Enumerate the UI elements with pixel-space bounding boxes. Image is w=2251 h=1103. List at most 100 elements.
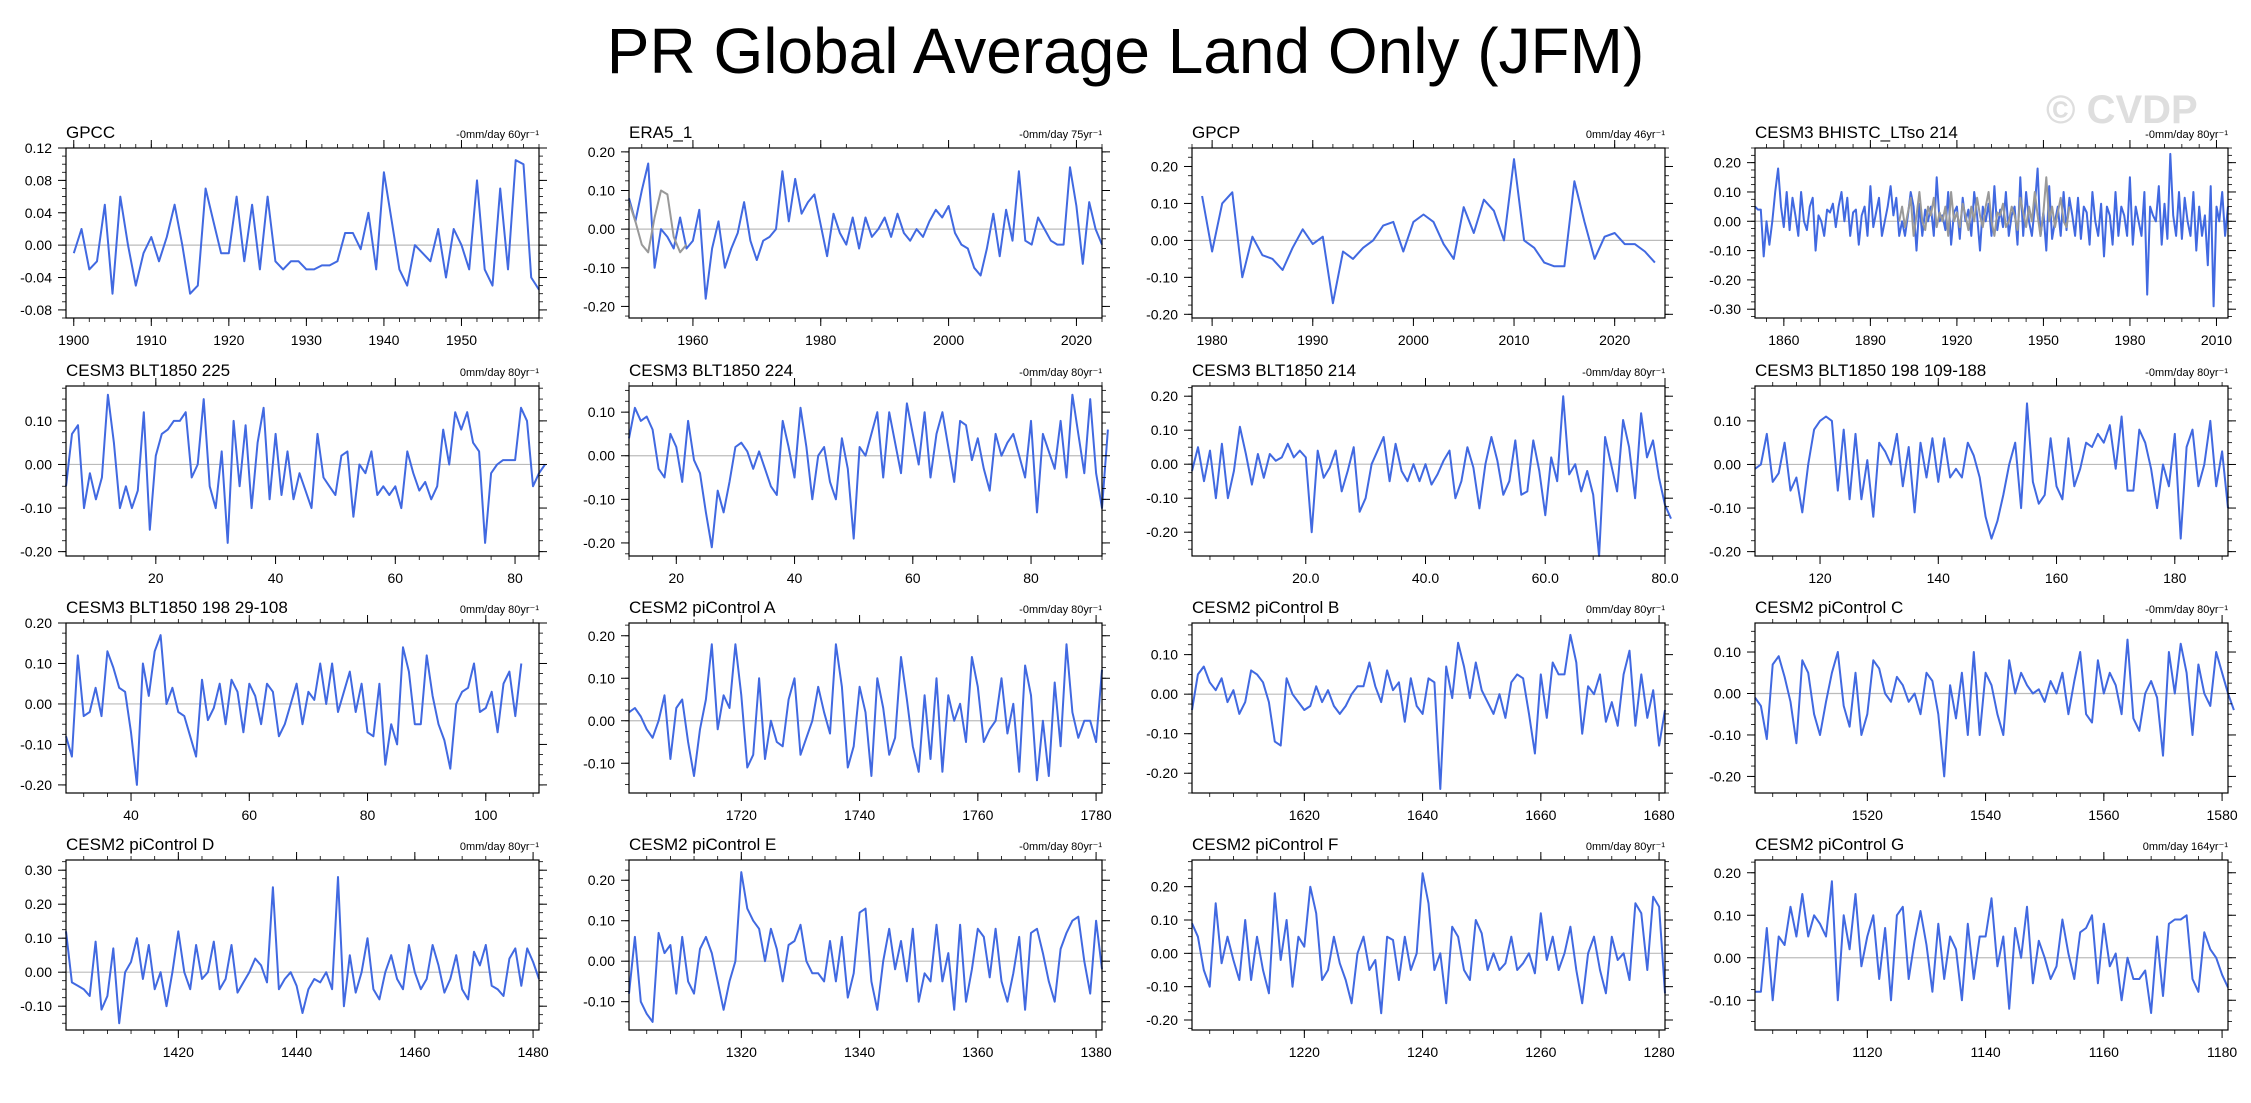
chart-panel-5: CESM3 BLT1850 225 0mm/day 80yr⁻¹ -0.20 -0.1… — [20, 361, 547, 586]
cvdp-watermark: © CVDP — [2046, 88, 2198, 132]
y-tick-label: 0.12 — [25, 140, 52, 156]
panel-title: GPCC — [66, 123, 115, 142]
y-tick-label: -0.04 — [20, 270, 52, 286]
y-tick-label: -0.10 — [1709, 727, 1741, 743]
x-tick-label: 80 — [360, 807, 376, 823]
y-tick-label: -0.20 — [20, 777, 52, 793]
plot-frame — [1754, 859, 2229, 1031]
x-tick-label: 1380 — [1081, 1044, 1112, 1060]
x-tick-label: 1940 — [368, 332, 399, 348]
panel-title: CESM3 BLT1850 198 29-108 — [66, 598, 288, 617]
x-tick-label: 2020 — [1599, 332, 1630, 348]
series-line — [1754, 402, 2229, 540]
y-tick-label: -0.10 — [20, 998, 52, 1014]
y-tick-label: 0.20 — [1714, 155, 1741, 171]
y-tick-label: 0.20 — [1151, 879, 1178, 895]
y-tick-label: -0.10 — [1709, 500, 1741, 516]
y-tick-label: 0.00 — [588, 448, 615, 464]
y-tick-label: -0.20 — [1146, 306, 1178, 322]
series-line — [628, 393, 1109, 549]
plot-frame — [65, 859, 540, 1031]
y-tick-label: -0.10 — [1146, 269, 1178, 285]
y-tick-label: 0.00 — [1151, 686, 1178, 702]
y-tick-label: 0.20 — [25, 896, 52, 912]
chart-panel-13: CESM2 piControl D 0mm/day 80yr⁻¹ -0.10 0.00… — [20, 835, 549, 1060]
panel-title: CESM3 BHISTC_LTso 214 — [1755, 123, 1958, 142]
y-tick-label: 0.00 — [25, 237, 52, 253]
trend-label: -0mm/day 80yr⁻¹ — [1019, 367, 1102, 379]
x-tick-label: 1580 — [2207, 807, 2238, 823]
y-tick-label: -0.30 — [1709, 301, 1741, 317]
panel-title: ERA5_1 — [629, 123, 692, 142]
panel-title: CESM2 piControl B — [1192, 598, 1339, 617]
trend-label: 0mm/day 80yr⁻¹ — [460, 841, 539, 853]
y-tick-label: -0.10 — [583, 755, 615, 771]
x-tick-label: 60 — [388, 570, 404, 586]
x-tick-label: 40.0 — [1412, 570, 1439, 586]
y-tick-label: 0.10 — [1151, 647, 1178, 663]
x-tick-label: 1890 — [1855, 332, 1886, 348]
y-tick-label: 0.20 — [25, 615, 52, 631]
y-tick-label: -0.20 — [20, 544, 52, 560]
x-tick-label: 1920 — [1941, 332, 1972, 348]
y-tick-label: 0.10 — [1151, 912, 1178, 928]
x-tick-label: 1680 — [1644, 807, 1675, 823]
plot-frame — [628, 859, 1103, 1031]
x-tick-label: 20 — [148, 570, 164, 586]
plot-frame — [65, 622, 540, 794]
x-tick-label: 40 — [268, 570, 284, 586]
x-tick-label: 120 — [1808, 570, 1832, 586]
series-line — [65, 393, 546, 544]
y-tick-label: -0.10 — [1146, 490, 1178, 506]
panel-title: CESM2 piControl G — [1755, 835, 1904, 854]
x-tick-label: 40 — [123, 807, 139, 823]
chart-panel-7: CESM3 BLT1850 214 -0mm/day 80yr⁻¹ -0.20 -0.… — [1146, 361, 1679, 586]
y-tick-label: 0.20 — [1151, 158, 1178, 174]
x-tick-label: 20 — [669, 570, 685, 586]
y-tick-label: 0.10 — [588, 404, 615, 420]
y-tick-label: -0.20 — [583, 535, 615, 551]
series-line — [1191, 633, 1666, 790]
series-line — [1754, 638, 2235, 778]
x-tick-label: 1420 — [163, 1044, 194, 1060]
x-tick-label: 1960 — [677, 332, 708, 348]
y-tick-label: 0.20 — [1714, 865, 1741, 881]
panel-title: CESM2 piControl F — [1192, 835, 1338, 854]
series-line — [628, 162, 1103, 300]
chart-panel-6: CESM3 BLT1850 224 -0mm/day 80yr⁻¹ -0.20 -0.… — [583, 361, 1110, 586]
chart-panel-9: CESM3 BLT1850 198 29-108 0mm/day 80yr⁻¹ -0… — [20, 598, 547, 823]
y-tick-label: 0.10 — [1714, 644, 1741, 660]
x-tick-label: 1910 — [136, 332, 167, 348]
x-tick-label: 40 — [787, 570, 803, 586]
y-tick-label: -0.20 — [1709, 544, 1741, 560]
chart-panel-11: CESM2 piControl B 0mm/day 80yr⁻¹ -0.20 -0.1… — [1146, 598, 1675, 823]
x-tick-label: 1760 — [962, 807, 993, 823]
trend-label: 0mm/day 80yr⁻¹ — [460, 367, 539, 379]
x-tick-label: 1240 — [1407, 1044, 1438, 1060]
x-tick-label: 1440 — [281, 1044, 312, 1060]
trend-label: -0mm/day 75yr⁻¹ — [1019, 129, 1102, 141]
y-tick-label: -0.20 — [1709, 272, 1741, 288]
chart-panel-3: GPCP 0mm/day 46yr⁻¹ -0.20 -0.10 0.00 0.10 0.20… — [1146, 123, 1673, 348]
x-tick-label: 80 — [1023, 570, 1039, 586]
panel-title: CESM3 BLT1850 198 109-188 — [1755, 361, 1986, 380]
x-tick-label: 1480 — [518, 1044, 549, 1060]
series-line — [65, 634, 523, 786]
y-tick-label: 0.10 — [25, 413, 52, 429]
panel-title: CESM2 piControl C — [1755, 598, 1903, 617]
x-tick-label: 140 — [1927, 570, 1951, 586]
series-line — [65, 876, 540, 1025]
plot-frame — [65, 147, 540, 319]
x-tick-label: 1340 — [844, 1044, 875, 1060]
y-tick-label: -0.20 — [1709, 768, 1741, 784]
y-tick-label: 0.10 — [25, 930, 52, 946]
y-tick-label: 0.00 — [1714, 685, 1741, 701]
series-line — [1191, 872, 1666, 1015]
y-tick-label: 0.10 — [25, 655, 52, 671]
y-tick-label: 0.08 — [25, 172, 52, 188]
trend-label: -0mm/day 80yr⁻¹ — [2145, 604, 2228, 616]
panel-title: CESM3 BLT1850 214 — [1192, 361, 1356, 380]
y-tick-label: -0.10 — [583, 994, 615, 1010]
y-tick-label: 0.20 — [588, 628, 615, 644]
x-tick-label: 160 — [2045, 570, 2069, 586]
